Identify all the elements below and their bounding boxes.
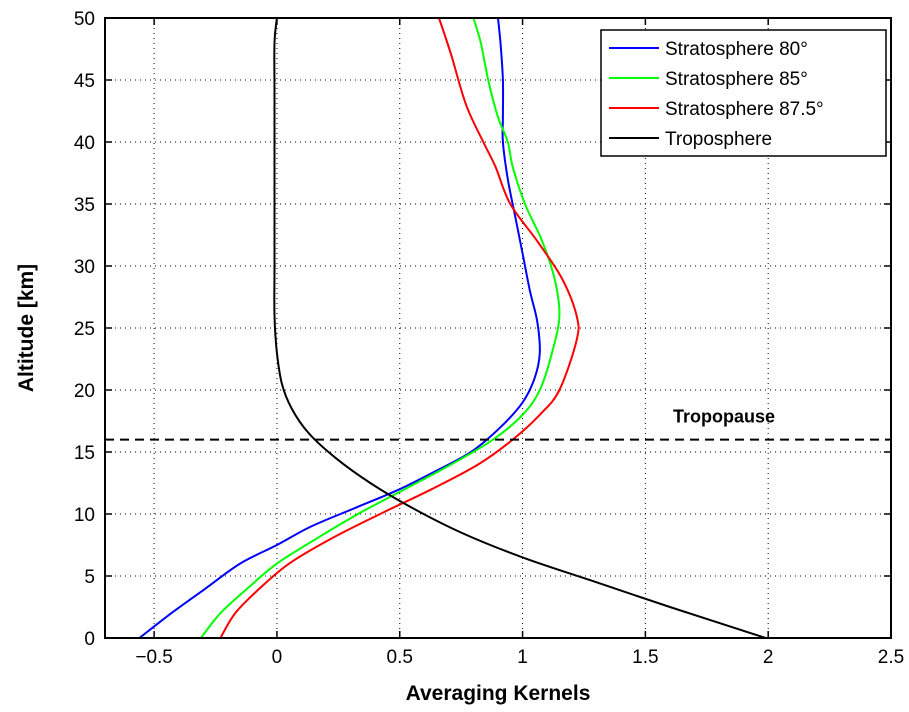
x-tick-label: 1 bbox=[517, 647, 528, 668]
tropopause-label: Tropopause bbox=[673, 407, 775, 427]
legend-label: Stratosphere 80° bbox=[665, 39, 808, 60]
series-line-2 bbox=[219, 17, 580, 639]
y-tick-label: 50 bbox=[74, 9, 95, 30]
y-tick-label: 35 bbox=[74, 195, 95, 216]
x-tick-label: 2.5 bbox=[878, 647, 904, 668]
x-tick-label: 0 bbox=[272, 647, 283, 668]
series-line-3 bbox=[273, 17, 767, 639]
annotations: Tropopause bbox=[105, 407, 891, 441]
series-line-1 bbox=[200, 17, 561, 639]
legend-label: Stratosphere 85° bbox=[665, 69, 808, 90]
y-axis-title: Altitude [km] bbox=[15, 264, 38, 392]
y-tick-label: 15 bbox=[74, 443, 95, 464]
y-tick-label: 30 bbox=[74, 257, 95, 278]
y-tick-label: 25 bbox=[74, 319, 95, 340]
y-tick-label: 45 bbox=[74, 71, 95, 92]
series-line-0 bbox=[138, 17, 541, 639]
legend-box bbox=[600, 29, 887, 157]
x-tick-label: −0.5 bbox=[135, 647, 173, 668]
y-tick-label: 20 bbox=[74, 381, 95, 402]
legend-label: Troposphere bbox=[665, 129, 772, 150]
x-axis-title: Averaging Kernels bbox=[406, 682, 591, 705]
series-lines bbox=[138, 17, 767, 639]
y-tick-label: 5 bbox=[84, 567, 95, 588]
legend: Stratosphere 80° Stratosphere 85° Stratosp… bbox=[600, 29, 887, 157]
legend-label: Stratosphere 87.5° bbox=[665, 99, 824, 120]
y-tick-label: 10 bbox=[74, 505, 95, 526]
x-tick-label: 2 bbox=[763, 647, 774, 668]
y-tick-label: 40 bbox=[74, 133, 95, 154]
x-tick-label: 0.5 bbox=[387, 647, 413, 668]
y-tick-label: 0 bbox=[84, 629, 95, 650]
axis-ticks: −0.5 0 0.5 1 1.5 2 2.5 0 5 10 15 20 25 30 35 40 45 50 bbox=[74, 9, 904, 668]
x-tick-label: 1.5 bbox=[632, 647, 658, 668]
